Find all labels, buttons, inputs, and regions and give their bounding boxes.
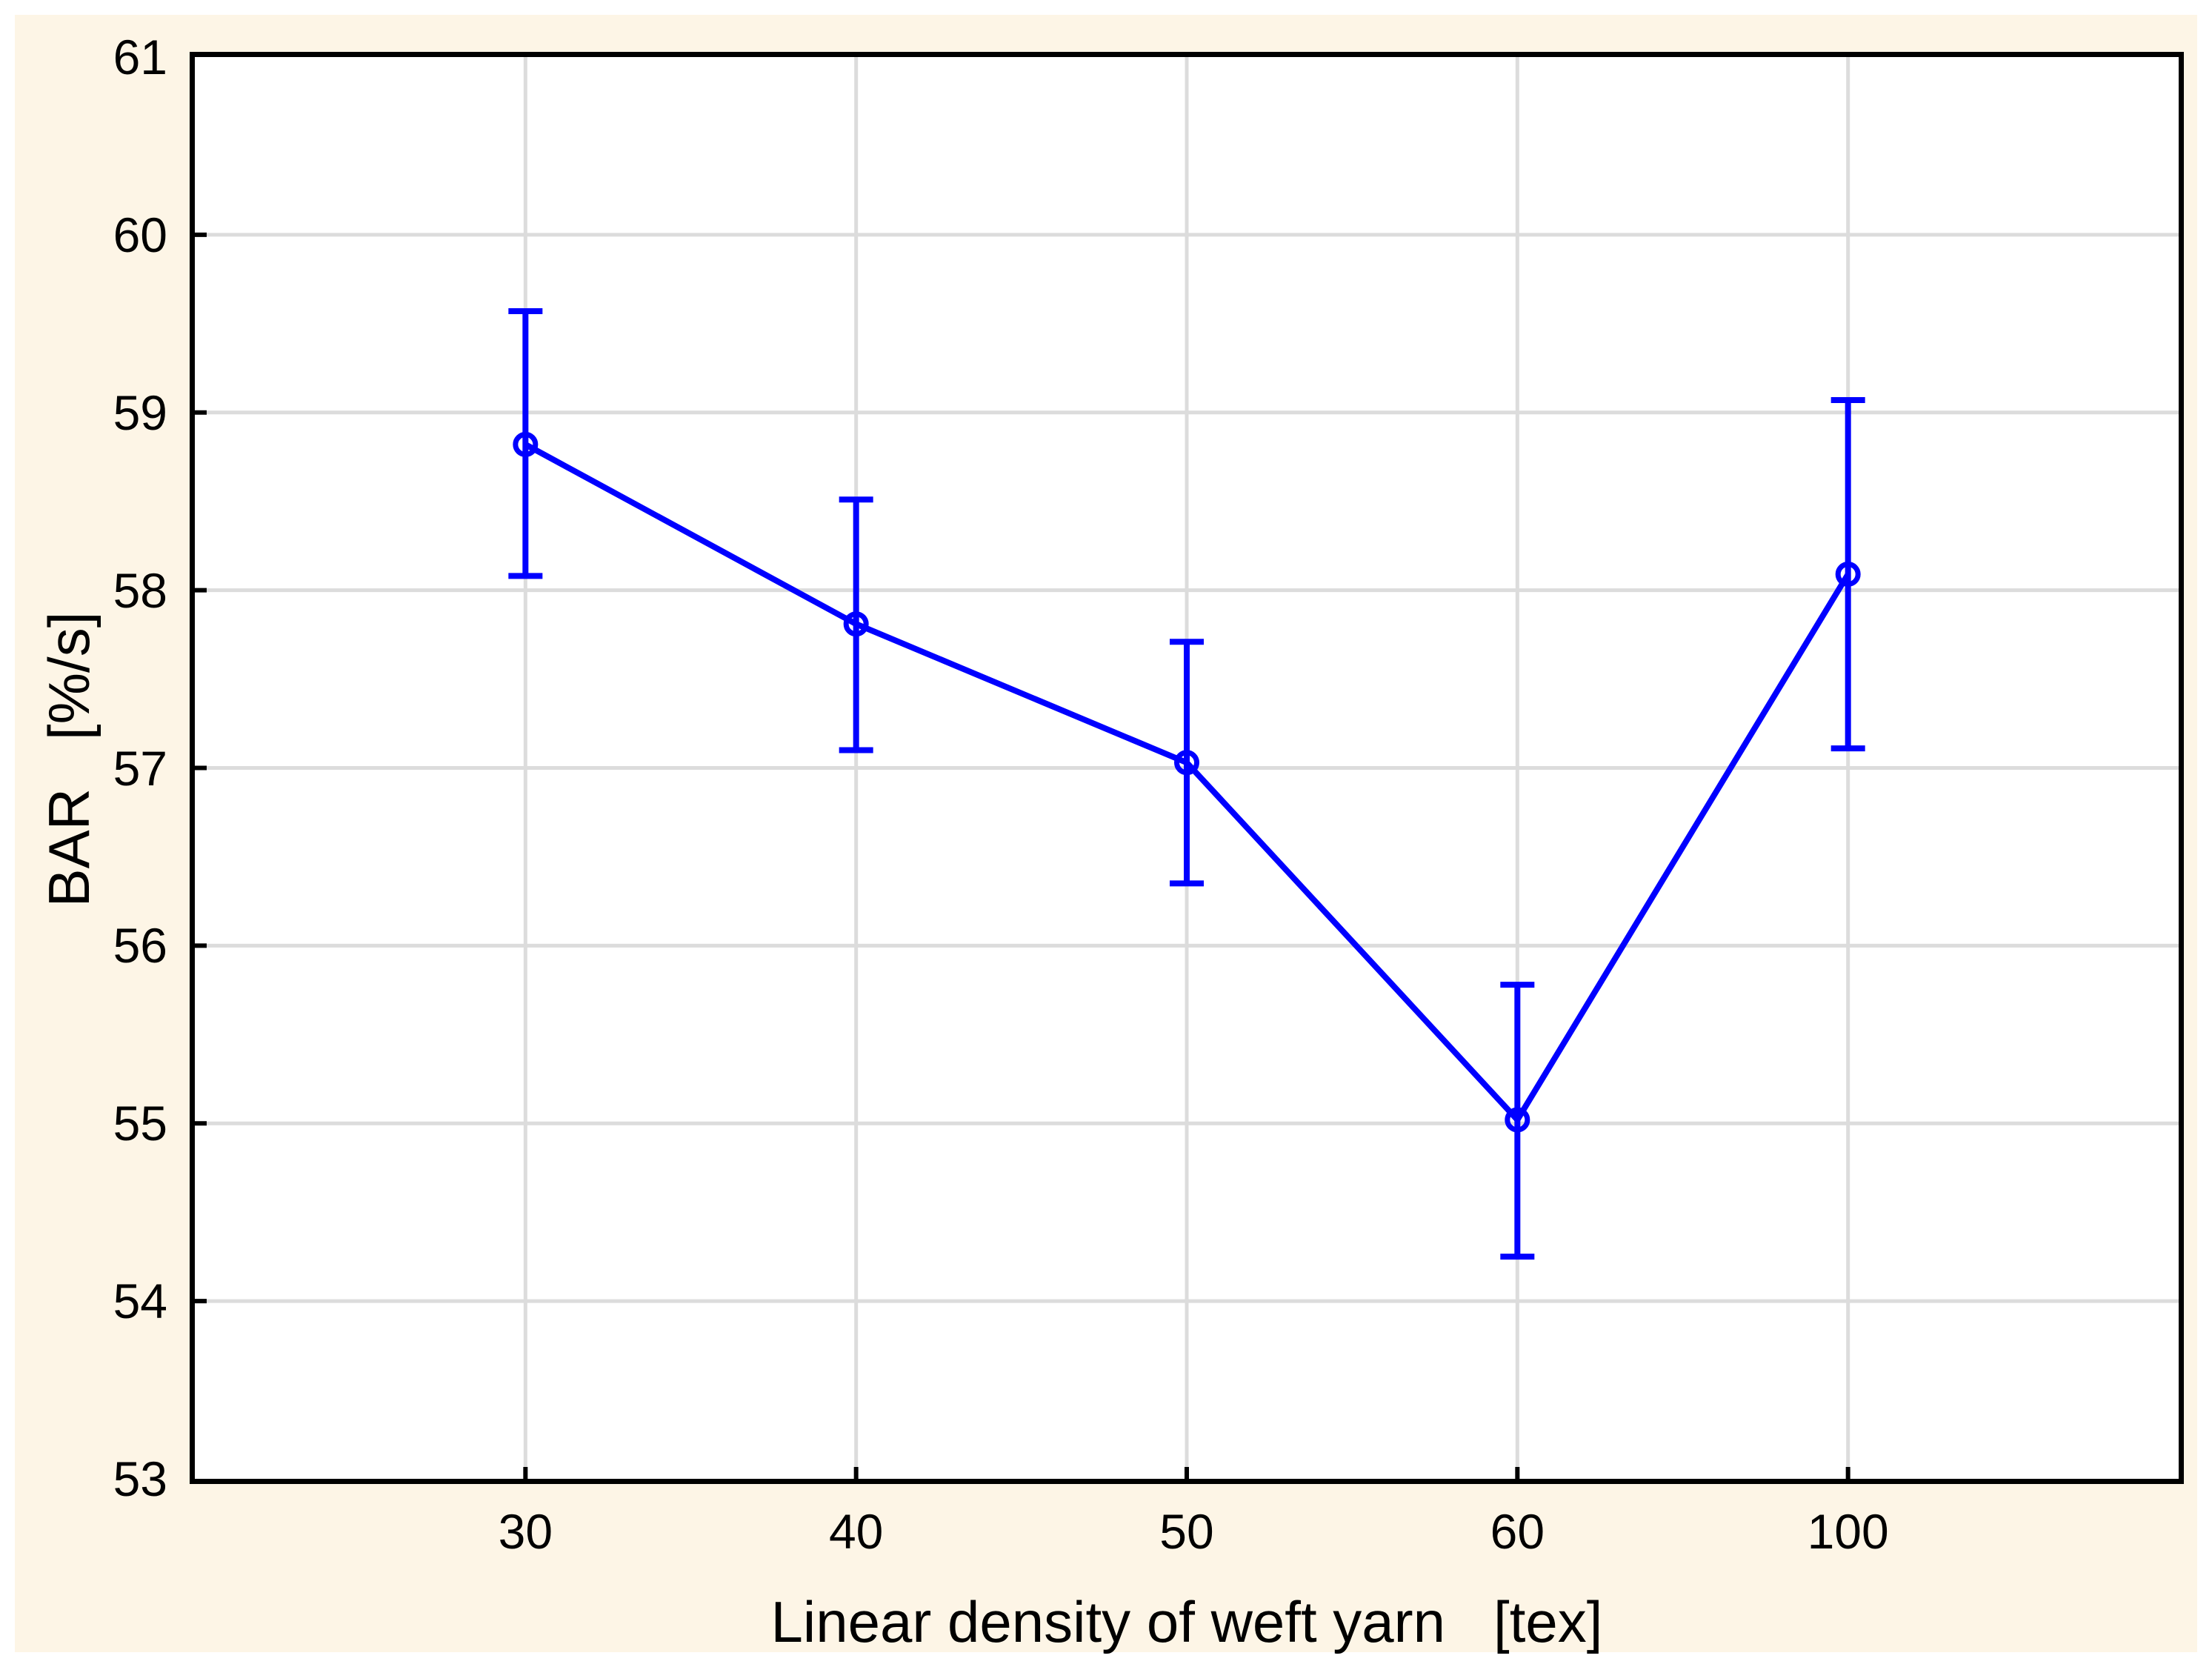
data-point-marker: [1174, 750, 1199, 776]
x-tick-label: 30: [498, 1504, 553, 1559]
y-tick-label: 56: [113, 918, 167, 974]
y-tick-label: 57: [113, 740, 167, 796]
data-point-marker: [1505, 1107, 1530, 1133]
x-tick-label: 100: [1807, 1504, 1889, 1559]
y-tick-label: 55: [113, 1096, 167, 1151]
y-tick-label: 59: [113, 385, 167, 440]
y-axis-title: BAR [%/s]: [36, 611, 101, 908]
data-point-marker: [513, 431, 539, 457]
x-tick-label: 60: [1490, 1504, 1545, 1559]
y-tick-label: 61: [113, 30, 167, 84]
y-tick-label: 54: [113, 1274, 167, 1329]
plot-svg: [195, 57, 2179, 1479]
x-tick-label: 50: [1159, 1504, 1214, 1559]
x-axis-title: Linear density of weft yarn [tex]: [770, 1589, 1603, 1654]
y-tick-label: 58: [113, 562, 167, 618]
x-tick-label: 40: [828, 1504, 884, 1559]
series-line: [524, 442, 1851, 1125]
data-point-marker: [1835, 562, 1861, 588]
y-tick-label: 60: [113, 207, 167, 262]
y-tick-label: 53: [113, 1451, 167, 1506]
data-point-marker: [843, 611, 869, 637]
